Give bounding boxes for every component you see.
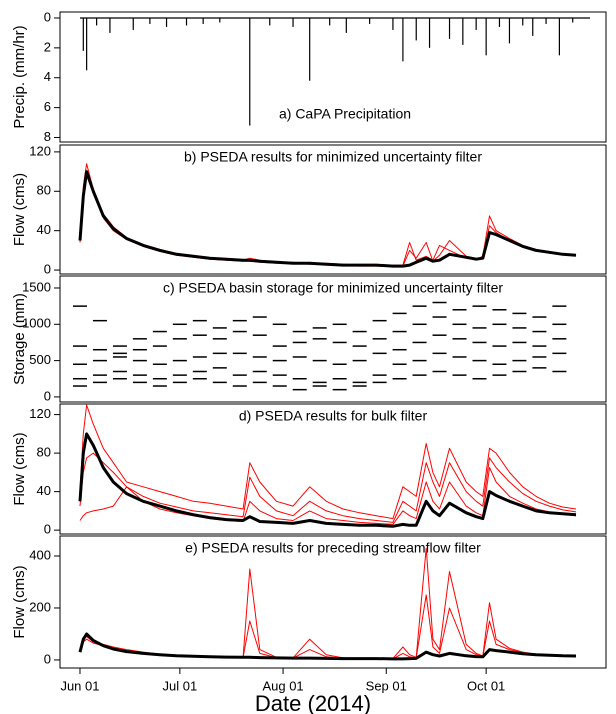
panel-title: b) PSEDA results for minimized uncertain… — [184, 149, 482, 165]
y-tick-label: 80 — [37, 445, 51, 460]
plot-frame — [59, 403, 607, 535]
x-tick-label: Oct 01 — [467, 678, 505, 693]
y-axis-label: Precip. (mm/hr) — [11, 25, 28, 128]
y-axis-label: Flow (cms) — [11, 432, 28, 505]
plot-frame — [59, 144, 607, 275]
flow-line — [79, 452, 577, 523]
y-tick-label: 500 — [29, 352, 51, 367]
y-tick-label: 1500 — [22, 279, 51, 294]
plot-frame — [59, 275, 607, 403]
y-tick-label: 0 — [44, 651, 51, 666]
y-tick-label: 4 — [44, 69, 51, 84]
y-tick-label: 80 — [37, 183, 51, 198]
panel-title: d) PSEDA results for bulk filter — [239, 408, 428, 424]
flow-line — [79, 594, 577, 660]
y-tick-label: 0 — [44, 388, 51, 403]
y-tick-label: 8 — [44, 129, 51, 144]
flow-line — [78, 170, 577, 268]
flow-line — [78, 632, 577, 661]
y-tick-label: 6 — [44, 99, 51, 114]
y-tick-label: 0 — [44, 522, 51, 537]
flow-line — [79, 467, 577, 525]
y-tick-label: 40 — [37, 483, 51, 498]
y-tick-label: 120 — [29, 406, 51, 421]
plot-frame — [59, 535, 607, 669]
flow-line — [79, 547, 577, 660]
y-axis-label: Storage (mm) — [11, 293, 28, 385]
panel-title: a) CaPA Precipitation — [279, 106, 411, 122]
x-tick-label: Sep 01 — [366, 678, 407, 693]
flow-line — [79, 175, 577, 267]
y-tick-label: 200 — [29, 599, 51, 614]
x-axis-label: Date (2014) — [255, 691, 371, 714]
y-axis-label: Flow (cms) — [11, 565, 28, 638]
y-tick-label: 1000 — [22, 316, 51, 331]
y-tick-label: 120 — [29, 143, 51, 158]
x-tick-label: Jun 01 — [60, 678, 99, 693]
y-tick-label: 2 — [44, 39, 51, 54]
y-tick-label: 0 — [44, 9, 51, 24]
x-tick-label: Jul 01 — [163, 678, 198, 693]
plot-frame — [59, 11, 607, 143]
y-tick-label: 40 — [37, 222, 51, 237]
panel-title: c) PSEDA basin storage for minimized unc… — [163, 280, 503, 296]
flow-line — [79, 404, 577, 520]
y-axis-label: Flow (cms) — [11, 173, 28, 246]
y-tick-label: 400 — [29, 547, 51, 562]
y-tick-label: 0 — [44, 261, 51, 276]
panel-title: e) PSEDA results for preceding streamflo… — [185, 540, 481, 556]
flow-line — [78, 432, 577, 528]
x-tick-label: Aug 01 — [262, 678, 303, 693]
